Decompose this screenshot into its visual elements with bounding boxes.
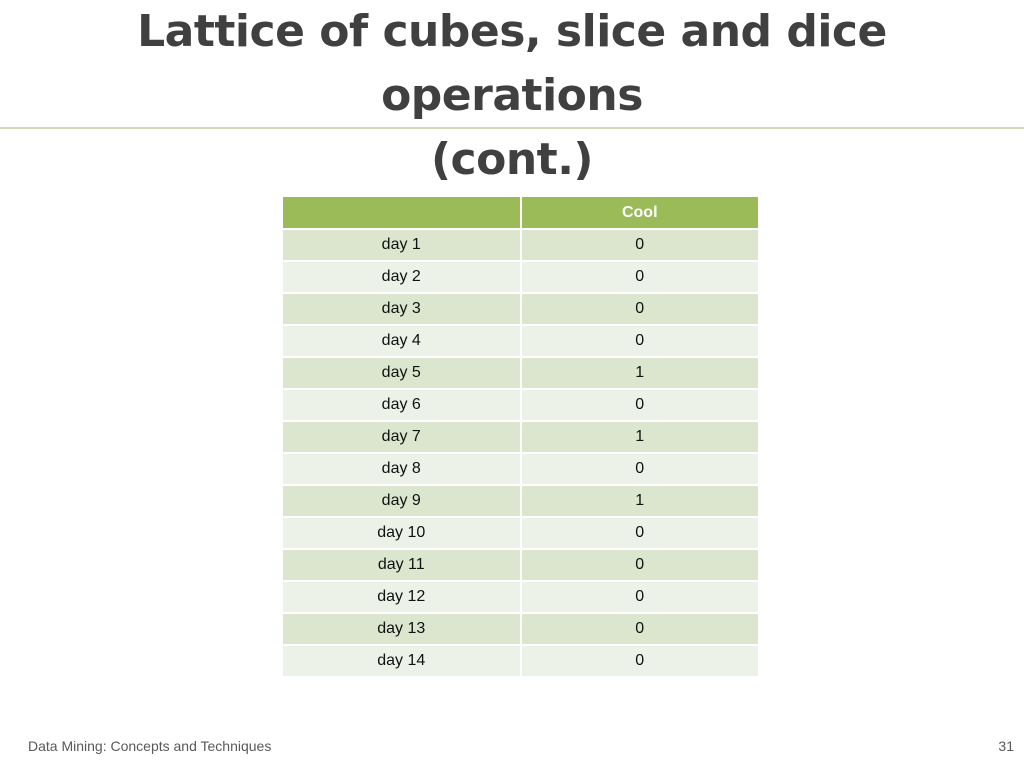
value-cell: 0 [519,388,760,422]
day-cell: day 4 [281,324,522,358]
day-cell: day 7 [281,420,522,454]
day-cell: day 5 [281,356,522,390]
value-cell: 0 [519,292,760,326]
table-row: day 12 0 [281,580,760,614]
table-row: day 5 1 [281,356,760,390]
day-cell: day 9 [281,484,522,518]
slide-title-line-1: Lattice of cubes, slice and dice operati… [137,6,887,121]
table-header-cool: Cool [519,195,760,230]
table-row: day 3 0 [281,292,760,326]
value-cell: 0 [519,580,760,614]
day-cell: day 14 [281,644,522,678]
value-cell: 1 [519,356,760,390]
slide-title: Lattice of cubes, slice and dice operati… [0,0,1024,192]
day-cell: day 12 [281,580,522,614]
value-cell: 0 [519,644,760,678]
slide-title-line-2: (cont.) [430,134,594,185]
table-row: day 7 1 [281,420,760,454]
day-cell: day 11 [281,548,522,582]
table-row: day 9 1 [281,484,760,518]
title-divider [0,127,1024,129]
footer-course-title: Data Mining: Concepts and Techniques [28,738,272,754]
table-header-row: Cool [281,195,760,230]
day-cell: day 1 [281,228,522,262]
table-header-corner [281,195,522,230]
table-row: day 10 0 [281,516,760,550]
table-row: day 11 0 [281,548,760,582]
day-cell: day 6 [281,388,522,422]
table-row: day 2 0 [281,260,760,294]
table-row: day 13 0 [281,612,760,646]
value-cell: 0 [519,260,760,294]
value-cell: 0 [519,612,760,646]
value-cell: 0 [519,452,760,486]
value-cell: 0 [519,548,760,582]
value-cell: 1 [519,484,760,518]
day-cell: day 10 [281,516,522,550]
table-row: day 8 0 [281,452,760,486]
value-cell: 1 [519,420,760,454]
page-number: 31 [998,738,1014,754]
value-cell: 0 [519,228,760,262]
day-cell: day 8 [281,452,522,486]
value-cell: 0 [519,516,760,550]
day-cell: day 2 [281,260,522,294]
day-cell: day 3 [281,292,522,326]
day-cell: day 13 [281,612,522,646]
table-row: day 1 0 [281,228,760,262]
table-row: day 14 0 [281,644,760,678]
value-cell: 0 [519,324,760,358]
table-row: day 4 0 [281,324,760,358]
table-row: day 6 0 [281,388,760,422]
cool-table: Cool day 1 0 day 2 0 day 3 0 day 4 0 day… [281,195,760,678]
